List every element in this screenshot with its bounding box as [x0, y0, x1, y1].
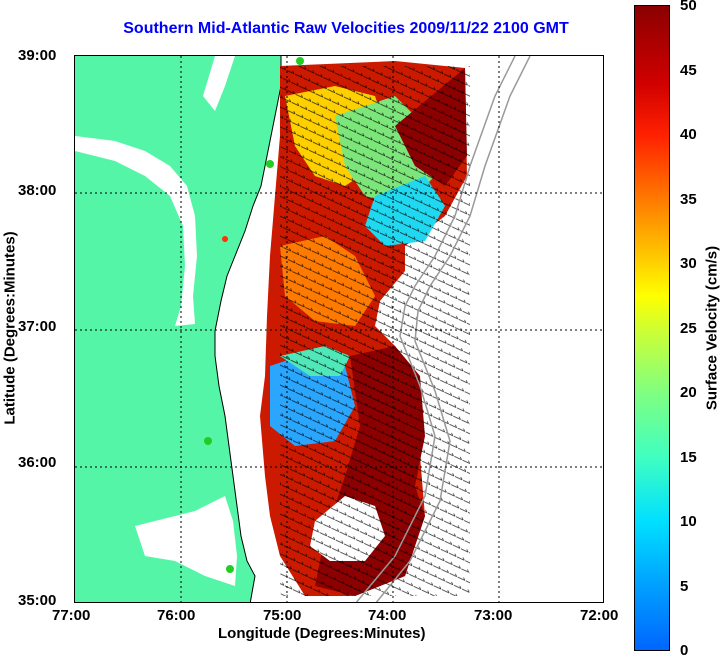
radar-station-marker	[266, 160, 274, 168]
radar-station-marker	[226, 565, 234, 573]
colorbar-tick-label: 0	[680, 642, 689, 659]
colorbar-tick-label: 50	[680, 0, 697, 14]
y-tick-label: 36:00	[18, 454, 57, 471]
map-title: Southern Mid-Atlantic Raw Velocities 200…	[123, 20, 569, 37]
x-tick-label: 77:00	[52, 607, 91, 624]
y-tick-label: 35:00	[18, 592, 57, 609]
isobath-contour	[375, 56, 531, 602]
colorbar-tick-label: 30	[680, 255, 697, 272]
radar-station-marker	[222, 236, 228, 242]
colorbar	[634, 5, 670, 651]
colorbar-tick-label: 10	[680, 513, 697, 530]
x-tick-label: 73:00	[474, 607, 513, 624]
colorbar-tick-label: 35	[680, 191, 697, 208]
pamlico-sound	[135, 496, 237, 586]
colorbar-title: Surface Velocity (cm/s)	[703, 245, 721, 411]
velocity-field	[260, 61, 470, 596]
grid-lines	[75, 56, 603, 602]
y-axis-title: Latitude (Degrees:Minutes)	[1, 231, 19, 425]
y-tick-label: 39:00	[18, 47, 57, 64]
x-tick-label: 76:00	[157, 607, 196, 624]
colorbar-tick-label: 5	[680, 578, 689, 595]
colorbar-tick-label: 15	[680, 449, 697, 466]
coastline	[214, 56, 282, 602]
colorbar-tick-label: 25	[680, 320, 697, 337]
delaware-bay	[203, 56, 235, 111]
radar-station-marker	[296, 57, 304, 65]
map-plot-area	[74, 55, 604, 603]
colorbar-tick-label: 45	[680, 62, 697, 79]
chesapeake-bay	[75, 136, 197, 326]
y-tick-label: 38:00	[18, 182, 57, 199]
colorbar-tick-label: 20	[680, 384, 697, 401]
map-svg	[75, 56, 603, 602]
colorbar-tick-label: 40	[680, 126, 697, 143]
radar-station-marker	[204, 437, 212, 445]
x-axis-title: Longitude (Degrees:Minutes)	[218, 625, 426, 642]
x-tick-label: 74:00	[368, 607, 407, 624]
y-tick-label: 37:00	[18, 318, 57, 335]
isobath-contour	[355, 56, 516, 602]
x-tick-label: 72:00	[580, 607, 619, 624]
x-tick-label: 75:00	[263, 607, 302, 624]
